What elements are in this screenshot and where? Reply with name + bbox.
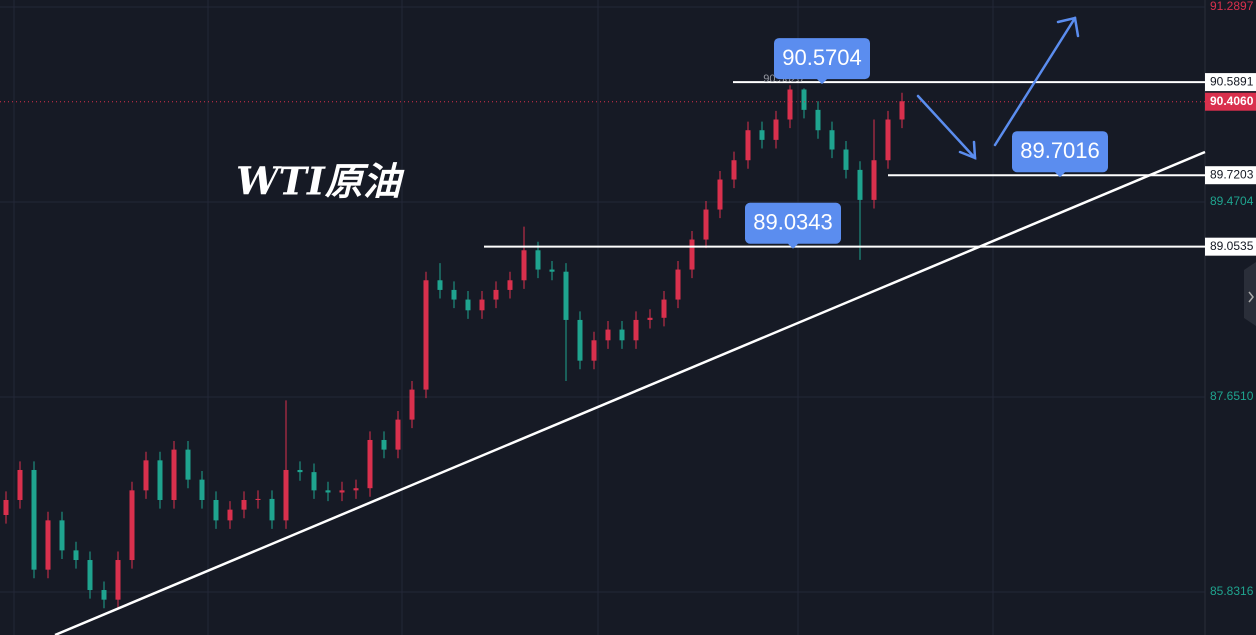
candle-body (129, 490, 135, 561)
candle-body (227, 509, 233, 521)
callout-box (774, 38, 870, 85)
candle-body (409, 389, 415, 420)
candle-body (479, 299, 485, 311)
candle-body (17, 469, 23, 500)
candle-body (661, 299, 667, 318)
vertical-grid (13, 0, 994, 635)
candle-body (703, 209, 709, 240)
candle-body (31, 469, 37, 570)
level-label: 90.5891 (1210, 74, 1254, 88)
candle-body (381, 439, 387, 450)
candle-body (857, 169, 863, 200)
candle-body (73, 550, 79, 561)
candle-body (843, 149, 849, 170)
candle-body (563, 271, 569, 320)
level-label-box (1205, 166, 1256, 185)
candle-body (759, 130, 765, 140)
last-price-label: 90.4060 (1210, 94, 1254, 108)
candle-body (885, 119, 891, 161)
candle-body (815, 109, 821, 131)
candle-body (395, 419, 401, 450)
last-price-box (1205, 92, 1256, 111)
trend-line (54, 150, 1206, 635)
candle-body (353, 488, 359, 491)
callout-box (745, 202, 841, 249)
candle-body (647, 317, 653, 320)
y-tick-label: 87.6510 (1210, 389, 1254, 403)
candle-body (717, 179, 723, 210)
chevron[interactable] (1248, 291, 1254, 303)
level-label-box (1205, 73, 1256, 92)
candle-body (535, 250, 541, 270)
candle-body (549, 269, 555, 272)
candle-body (731, 160, 737, 180)
candle-body (3, 499, 9, 516)
chart-title: WTI原油 (236, 159, 405, 204)
candle-body (675, 269, 681, 300)
candle-body (465, 299, 471, 311)
callout-label: 89.7016 (1020, 138, 1100, 163)
callout-label: 90.5704 (782, 45, 862, 70)
candle-body (59, 520, 65, 551)
candle-body (577, 319, 583, 361)
candle-body (801, 89, 807, 110)
candle-body (101, 590, 107, 600)
candle-body (171, 449, 177, 500)
candle-body (605, 329, 611, 341)
candle-body (45, 520, 51, 570)
candle-body (269, 498, 275, 521)
candle-body (773, 119, 779, 140)
candle-body (213, 499, 219, 521)
level-label-box (1205, 237, 1256, 256)
candle-body (787, 89, 793, 120)
candle-body (829, 130, 835, 150)
candle-body (619, 329, 625, 341)
candle-body (311, 472, 317, 491)
arrow-head (958, 140, 977, 160)
candle-body (115, 560, 121, 600)
candle-body (283, 469, 289, 521)
forecast-arrows (916, 16, 1080, 160)
candle-body (745, 130, 751, 161)
arrow-down (916, 94, 977, 160)
candle-body (689, 239, 695, 270)
callout-box (1012, 131, 1108, 178)
candle-body (87, 560, 93, 591)
candle-body (493, 289, 499, 300)
y-tick-label: 89.4704 (1210, 194, 1254, 208)
candle-body (367, 439, 373, 489)
y-tick-label: 91.2897 (1210, 0, 1254, 13)
candle-body (241, 499, 247, 510)
candle-body (591, 340, 597, 361)
candle-body (185, 449, 191, 480)
candle-body (339, 490, 345, 493)
y-tick-label: 85.8316 (1210, 584, 1254, 598)
candle-body (157, 460, 163, 500)
arrow-head (1056, 16, 1080, 38)
candle-body (633, 319, 639, 341)
candle-body (255, 498, 261, 500)
candle-body (423, 280, 429, 390)
candle-body (451, 289, 457, 300)
callout-label: 89.0343 (753, 210, 833, 235)
candle-body (297, 469, 303, 473)
candle-body (507, 280, 513, 290)
level-label: 89.0535 (1210, 239, 1254, 253)
candle-body (143, 460, 149, 491)
candle-body (871, 160, 877, 200)
candle-body (899, 101, 905, 120)
arrow-up (993, 16, 1077, 147)
candle-body (325, 490, 331, 493)
level-label: 89.7203 (1210, 167, 1254, 181)
candle-body (199, 479, 205, 500)
candle-body (437, 280, 443, 290)
candle-body (521, 250, 527, 281)
